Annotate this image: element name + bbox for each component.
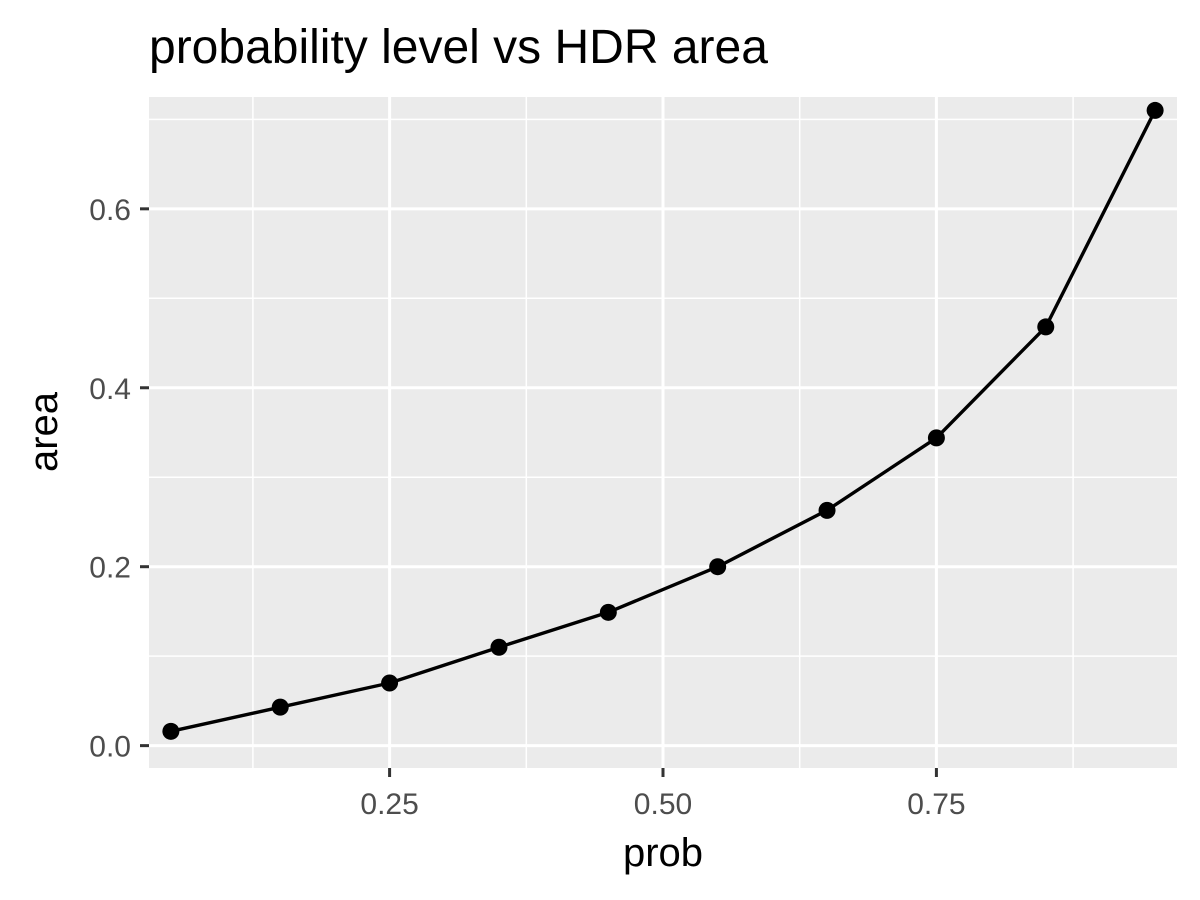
- data-point: [709, 558, 726, 575]
- y-tick-label: 0.0: [89, 731, 131, 764]
- y-tick-label: 0.4: [89, 373, 131, 406]
- data-point: [272, 699, 289, 716]
- data-point: [600, 604, 617, 621]
- x-tick-label: 0.25: [360, 788, 418, 821]
- y-tick-label: 0.6: [89, 194, 131, 227]
- chart-title: probability level vs HDR area: [149, 21, 768, 74]
- data-point: [819, 502, 836, 519]
- data-point: [1037, 318, 1054, 335]
- y-axis-ticks: 0.0 0.2 0.4 0.6: [89, 194, 149, 764]
- data-point: [928, 429, 945, 446]
- x-axis-title: prob: [623, 831, 703, 875]
- y-tick-label: 0.2: [89, 552, 131, 585]
- x-axis-ticks: 0.25 0.50 0.75: [360, 768, 965, 821]
- x-tick-label: 0.75: [907, 788, 965, 821]
- x-tick-label: 0.50: [634, 788, 692, 821]
- data-point: [381, 675, 398, 692]
- y-axis-title: area: [22, 391, 66, 472]
- data-point: [162, 723, 179, 740]
- data-point: [490, 639, 507, 656]
- data-point: [1147, 102, 1164, 119]
